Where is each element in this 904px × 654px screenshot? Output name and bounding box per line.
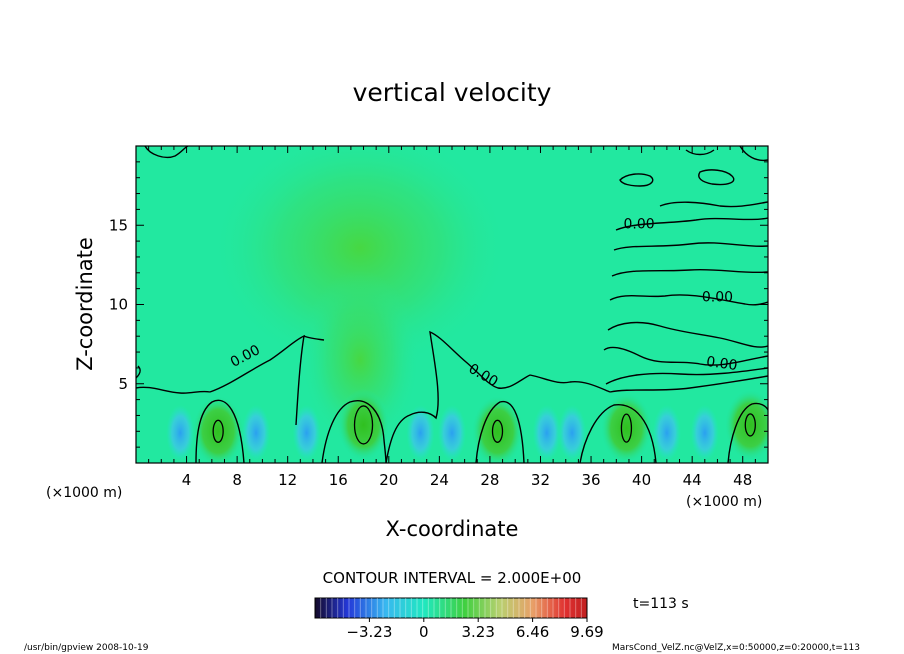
contour-line [615, 217, 768, 231]
contour-line [209, 334, 305, 426]
footer-left: /usr/bin/gpview 2008-10-19 [24, 643, 149, 653]
x-tick-label: 44 [683, 471, 702, 489]
colorbar-tick-label: 3.23 [461, 623, 494, 641]
plume-stem [300, 270, 420, 450]
contour-line [698, 169, 735, 186]
contour-line [739, 146, 768, 162]
colorbar-tick-label: −3.23 [346, 623, 392, 641]
colorbar-ticks: −3.23 0 3.23 6.46 9.69 [346, 618, 604, 641]
colorbar: −3.23 0 3.23 6.46 9.69 [314, 597, 604, 641]
x-unit-left: (×1000 m) [46, 485, 122, 501]
updraft-0 [192, 395, 245, 463]
colorbar-stripes [320, 598, 582, 618]
downdraft-2 [292, 404, 321, 461]
downdraft-6 [558, 404, 587, 461]
downdraft-8 [690, 404, 719, 461]
low-level-band [166, 388, 768, 463]
updraft-center-4 [744, 413, 756, 437]
colorbar-tick-label: 9.69 [570, 623, 603, 641]
y-tick-label: 15 [109, 216, 128, 234]
updraft-center-3 [620, 413, 633, 443]
updraft-2 [471, 395, 524, 463]
contour-line [611, 268, 768, 277]
contour-label: 0.00 [623, 216, 654, 232]
y-axis: 5 10 15 [109, 161, 768, 448]
x-tick-label: 24 [430, 471, 449, 489]
contour-lines [136, 146, 768, 463]
y-tick-label: 10 [109, 296, 128, 314]
y-axis-label: Z-coordinate [73, 237, 97, 371]
x-tick-label: 4 [182, 471, 192, 489]
x-tick-label: 8 [232, 471, 242, 489]
contour-line [605, 367, 768, 385]
plot-area [136, 146, 768, 463]
contour-line [619, 173, 654, 187]
x-tick-label: 32 [531, 471, 550, 489]
contour-line [607, 321, 768, 348]
time-label: t=113 s [633, 596, 689, 612]
contour-line [321, 400, 387, 463]
x-tick-label: 12 [278, 471, 297, 489]
downdraft-5 [532, 404, 561, 461]
downdraft-3 [406, 404, 435, 461]
contour-line [195, 399, 245, 463]
x-tick-label: 20 [379, 471, 398, 489]
contour-line [603, 346, 768, 366]
updraft-center-1 [353, 405, 374, 445]
y-tick-label: 5 [118, 375, 128, 393]
plume-upper [210, 146, 510, 373]
contour-line [303, 335, 325, 341]
x-axis: 4 8 12 16 20 24 28 32 36 40 44 48 [148, 146, 756, 489]
updraft-center-0 [212, 419, 224, 443]
contour-label: 0.00 [705, 354, 738, 374]
contour-line [727, 402, 768, 463]
downdraft-7 [652, 404, 681, 461]
contour-label: 0.00 [702, 289, 733, 305]
chart-title: vertical velocity [353, 78, 552, 107]
updraft-cells [212, 405, 756, 445]
x-tick-label: 28 [480, 471, 499, 489]
x-tick-label: 36 [581, 471, 600, 489]
contour-line [609, 294, 768, 306]
contour-line [144, 146, 189, 159]
x-tick-label: 16 [329, 471, 348, 489]
contour-line [136, 386, 211, 394]
contour-line [475, 400, 525, 463]
contour-interval: CONTOUR INTERVAL = 2.000E+00 [323, 569, 582, 587]
downdraft-1 [242, 404, 271, 461]
updraft-3 [600, 392, 653, 463]
x-tick-label: 40 [632, 471, 651, 489]
colorbar-gradient [314, 597, 588, 619]
updraft-1 [337, 388, 390, 461]
downdraft-0 [166, 404, 195, 461]
colorbar-tick-label: 0 [419, 623, 429, 641]
footer-right: MarsCond_VelZ.nc@VelZ,x=0:50000,z=0:2000… [612, 643, 860, 653]
contour-line [579, 404, 657, 463]
downdraft-4 [438, 404, 466, 461]
contour-line [613, 242, 768, 251]
updraft-center-2 [491, 419, 504, 443]
x-axis-label: X-coordinate [386, 517, 519, 541]
x-tick-label: 48 [733, 471, 752, 489]
contour-line [609, 375, 768, 393]
contour-line [659, 201, 768, 208]
contour-line [136, 365, 141, 379]
updraft-4 [724, 388, 768, 461]
contour-line [685, 149, 715, 156]
x-unit-right: (×1000 m) [686, 494, 762, 510]
contour-line [529, 374, 611, 393]
colorbar-tick-label: 6.46 [516, 623, 549, 641]
contour-line [385, 330, 531, 463]
